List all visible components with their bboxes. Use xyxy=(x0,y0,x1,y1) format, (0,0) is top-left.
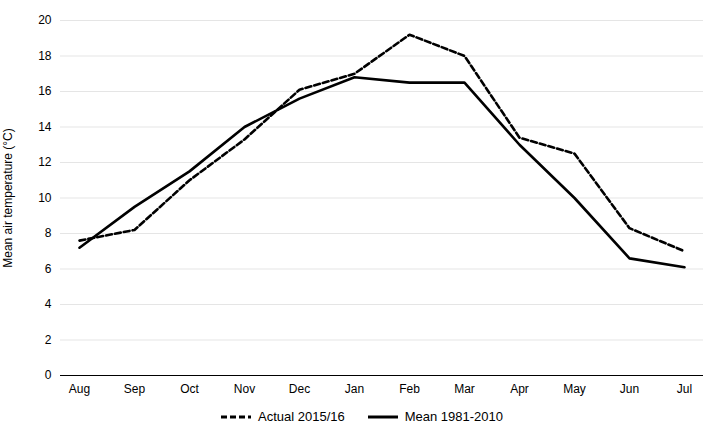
svg-text:Feb: Feb xyxy=(399,382,420,396)
svg-text:20: 20 xyxy=(38,13,52,27)
html-text:Actual 2015/16: Actual 2015/16 xyxy=(258,409,345,424)
svg-text:Nov: Nov xyxy=(234,382,255,396)
svg-text:2: 2 xyxy=(45,333,52,347)
svg-text:Jun: Jun xyxy=(620,382,639,396)
svg-text:Mean air temperature (°C): Mean air temperature (°C) xyxy=(1,128,15,268)
svg-text:12: 12 xyxy=(38,155,52,169)
svg-text:Jan: Jan xyxy=(345,382,364,396)
svg-text:4: 4 xyxy=(45,297,52,311)
svg-text:Dec: Dec xyxy=(289,382,310,396)
svg-text:Mar: Mar xyxy=(454,382,475,396)
svg-text:May: May xyxy=(563,382,586,396)
svg-text:0: 0 xyxy=(45,368,52,382)
html-text:Mean 1981-2010: Mean 1981-2010 xyxy=(404,409,503,424)
svg-text:Jul: Jul xyxy=(677,382,692,396)
svg-text:8: 8 xyxy=(45,226,52,240)
svg-text:18: 18 xyxy=(38,49,52,63)
svg-text:16: 16 xyxy=(38,84,52,98)
svg-text:14: 14 xyxy=(38,120,52,134)
svg-text:Sep: Sep xyxy=(124,382,146,396)
svg-text:10: 10 xyxy=(38,191,52,205)
svg-text:Aug: Aug xyxy=(69,382,90,396)
svg-text:6: 6 xyxy=(45,262,52,276)
svg-text:Apr: Apr xyxy=(510,382,529,396)
svg-text:Oct: Oct xyxy=(180,382,199,396)
